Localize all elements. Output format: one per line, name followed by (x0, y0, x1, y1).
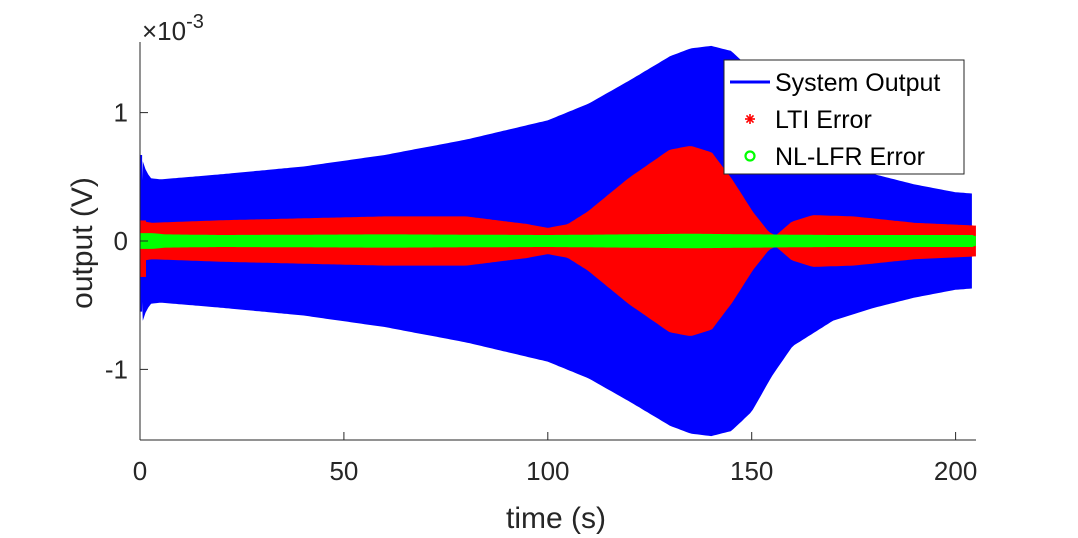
x-tick-label: 50 (329, 456, 358, 486)
legend-label: NL-LFR Error (775, 143, 925, 171)
y-exponent-label: ×10-3 (142, 11, 204, 46)
legend-item-nl-lfr-error: NL-LFR Error (744, 143, 925, 171)
legend-asterisk-icon (745, 114, 755, 124)
x-tick-label: 100 (526, 456, 569, 486)
y-tick-label: -1 (105, 354, 128, 384)
legend-item-system-output: System Output (730, 69, 940, 97)
legend-label: System Output (775, 69, 940, 97)
series-nl-lfr-error (140, 233, 976, 249)
series-end-edge (967, 235, 976, 247)
legend-circle-icon (744, 150, 756, 162)
y-tick-label: 1 (114, 98, 128, 128)
x-tick-label: 0 (133, 456, 147, 486)
x-tick-label: 150 (730, 456, 773, 486)
series-band-nl-lfr-error (140, 233, 974, 249)
legend-box (723, 59, 965, 175)
legend-item-lti-error: LTI Error (745, 106, 872, 134)
legend: System Output LTI Error NL-LFR Error (723, 59, 965, 175)
legend-label: LTI Error (775, 106, 872, 134)
x-tick-label: 200 (934, 456, 977, 486)
x-axis-label: time (s) (506, 502, 606, 535)
y-tick-label: 0 (114, 226, 128, 256)
axes: 0 50 100 150 200 -1 0 1 ×10-3 time (s) output (V) (66, 11, 977, 535)
y-axis-label: output (V) (66, 177, 99, 309)
